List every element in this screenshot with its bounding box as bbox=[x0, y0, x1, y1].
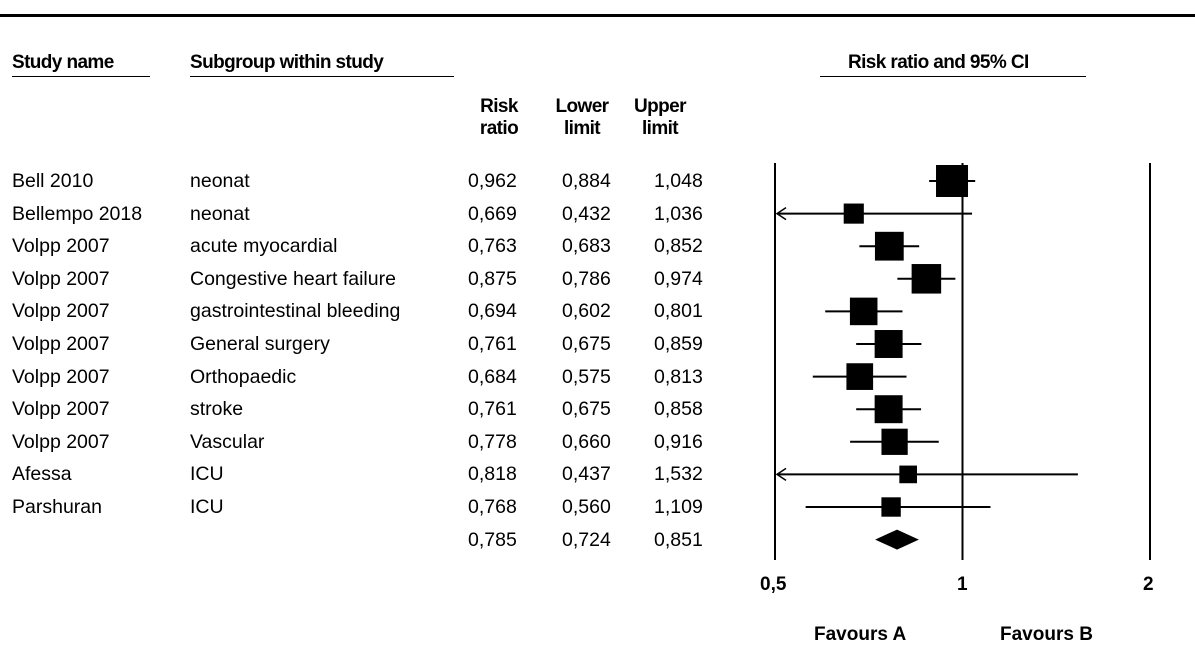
point-estimate-square bbox=[881, 428, 908, 455]
lower-limit-cell: 0,660 bbox=[562, 430, 611, 453]
lower-limit-cell: 0,884 bbox=[562, 170, 611, 192]
subgroup-cell: Congestive heart failure bbox=[190, 267, 396, 290]
header-risk-line2: ratio bbox=[479, 118, 519, 139]
favours-a-label: Favours A bbox=[814, 624, 907, 645]
header-study-underline bbox=[12, 76, 150, 77]
lower-limit-cell: 0,575 bbox=[562, 365, 611, 388]
point-estimate-square bbox=[843, 203, 864, 224]
lower-limit-cell: 0,560 bbox=[562, 496, 611, 518]
x-tick-label-1: 1 bbox=[957, 574, 968, 595]
ci-clip-arrow bbox=[775, 467, 787, 482]
header-lower-line1: Lower bbox=[555, 96, 610, 117]
risk-ratio-cell: 0,962 bbox=[468, 170, 517, 192]
point-estimate-square bbox=[846, 363, 874, 390]
header-plot-underline bbox=[820, 76, 1086, 77]
x-tick-label-2: 2 bbox=[1143, 574, 1154, 595]
risk-ratio-cell: 0,818 bbox=[468, 463, 517, 486]
risk-ratio-cell: 0,761 bbox=[468, 398, 517, 421]
study-name-cell: Parshuran bbox=[12, 496, 102, 518]
header-subgroup-underline bbox=[190, 76, 454, 77]
subgroup-cell: ICU bbox=[190, 496, 224, 518]
study-name-cell: Volpp 2007 bbox=[12, 430, 110, 453]
study-name-cell: Bell 2010 bbox=[12, 170, 94, 192]
point-estimate-square bbox=[874, 231, 904, 261]
risk-ratio-cell: 0,778 bbox=[468, 430, 517, 453]
x-tick-label-0.5: 0,5 bbox=[760, 574, 787, 595]
study-name-cell: Volpp 2007 bbox=[12, 398, 110, 421]
upper-limit-cell: 1,048 bbox=[654, 170, 703, 192]
lower-limit-cell: 0,437 bbox=[562, 463, 611, 486]
lower-limit-cell: 0,675 bbox=[562, 333, 611, 355]
header-subgroup: Subgroup within study bbox=[190, 52, 384, 73]
subgroup-cell: neonat bbox=[190, 170, 250, 192]
subgroup-cell: Vascular bbox=[190, 430, 265, 453]
subgroup-cell: acute myocardial bbox=[190, 235, 338, 258]
header-study-name: Study name bbox=[12, 52, 114, 73]
study-name-cell: Volpp 2007 bbox=[12, 235, 110, 258]
lower-limit-cell: 0,602 bbox=[562, 300, 611, 323]
summary-upper-limit-cell: 0,851 bbox=[654, 528, 703, 551]
subgroup-cell: ICU bbox=[190, 463, 224, 486]
upper-limit-cell: 0,916 bbox=[654, 430, 703, 453]
subgroup-cell: gastrointestinal bleeding bbox=[190, 300, 401, 323]
point-estimate-square bbox=[874, 330, 903, 358]
header-risk-ratio: Risk ratio bbox=[464, 96, 534, 140]
study-name-cell: Volpp 2007 bbox=[12, 300, 110, 323]
header-plot-title: Risk ratio and 95% CI bbox=[848, 52, 1029, 73]
risk-ratio-cell: 0,669 bbox=[468, 202, 517, 225]
upper-limit-cell: 0,858 bbox=[654, 398, 703, 421]
subgroup-cell: General surgery bbox=[190, 333, 330, 355]
header-upper-line1: Upper bbox=[634, 96, 687, 117]
study-name-cell: Volpp 2007 bbox=[12, 333, 110, 355]
upper-limit-cell: 1,036 bbox=[654, 202, 703, 225]
summary-lower-limit-cell: 0,724 bbox=[562, 528, 611, 551]
favours-b-label: Favours B bbox=[1000, 624, 1093, 645]
subgroup-cell: Orthopaedic bbox=[190, 365, 297, 388]
risk-ratio-cell: 0,684 bbox=[468, 365, 517, 388]
lower-limit-cell: 0,683 bbox=[562, 235, 611, 258]
subgroup-cell: stroke bbox=[190, 398, 244, 421]
risk-ratio-cell: 0,763 bbox=[468, 235, 517, 258]
point-estimate-square bbox=[849, 297, 878, 326]
lower-limit-cell: 0,786 bbox=[562, 267, 611, 290]
header-risk-line1: Risk bbox=[480, 96, 518, 117]
point-estimate-square bbox=[936, 165, 969, 197]
top-rule bbox=[0, 14, 1195, 17]
header-lower-limit: Lower limit bbox=[544, 96, 620, 140]
summary-diamond bbox=[875, 529, 919, 550]
header-lower-line2: limit bbox=[563, 118, 601, 139]
point-estimate-square bbox=[911, 264, 942, 294]
risk-ratio-cell: 0,875 bbox=[468, 267, 517, 290]
study-name-cell: Volpp 2007 bbox=[12, 267, 110, 290]
ci-clip-arrow bbox=[775, 206, 787, 221]
subgroup-cell: neonat bbox=[190, 202, 250, 225]
header-upper-limit: Upper limit bbox=[622, 96, 698, 140]
upper-limit-cell: 0,801 bbox=[654, 300, 703, 323]
upper-limit-cell: 0,813 bbox=[654, 365, 703, 388]
upper-limit-cell: 0,852 bbox=[654, 235, 703, 258]
study-name-cell: Afessa bbox=[12, 463, 72, 486]
point-estimate-square bbox=[899, 465, 917, 484]
upper-limit-cell: 0,859 bbox=[654, 333, 703, 355]
study-name-cell: Volpp 2007 bbox=[12, 365, 110, 388]
summary-risk-ratio-cell: 0,785 bbox=[468, 528, 517, 551]
upper-limit-cell: 0,974 bbox=[654, 267, 703, 290]
risk-ratio-cell: 0,768 bbox=[468, 496, 517, 518]
point-estimate-square bbox=[874, 395, 903, 424]
lower-limit-cell: 0,432 bbox=[562, 202, 611, 225]
upper-limit-cell: 1,109 bbox=[654, 496, 703, 518]
header-upper-line2: limit bbox=[641, 118, 679, 139]
upper-limit-cell: 1,532 bbox=[654, 463, 703, 486]
risk-ratio-cell: 0,694 bbox=[468, 300, 517, 323]
point-estimate-square bbox=[881, 497, 901, 517]
study-name-cell: Bellempo 2018 bbox=[12, 202, 143, 225]
risk-ratio-cell: 0,761 bbox=[468, 333, 517, 355]
lower-limit-cell: 0,675 bbox=[562, 398, 611, 421]
